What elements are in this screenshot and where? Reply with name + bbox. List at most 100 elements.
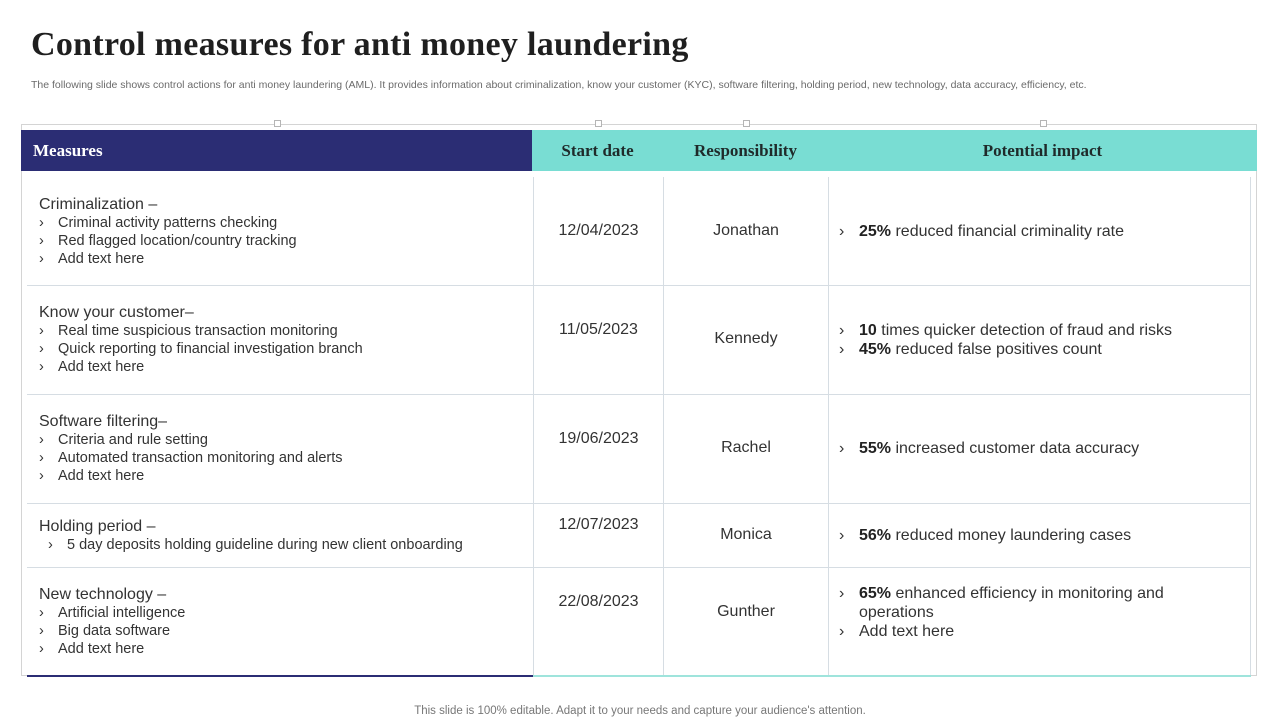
chevron-right-icon: › <box>839 440 845 457</box>
chevron-right-icon: › <box>39 323 44 339</box>
table-body: Criminalization – › Criminal activity patt… <box>27 177 1251 676</box>
measure-cell: Criminalization – › Criminal activity patt… <box>27 177 533 285</box>
chevron-right-icon: › <box>39 359 44 375</box>
list-item: › 25% reduced financial criminality rate <box>839 222 1189 241</box>
row-divider <box>27 394 1251 395</box>
resize-handle[interactable] <box>595 120 602 127</box>
measure-cell: New technology – › Artificial intelligence… <box>27 567 533 676</box>
measure-title: Know your customer– <box>39 304 194 321</box>
impact-list: › 65% enhanced efficiency in monitoring a… <box>839 584 1250 641</box>
impact-text: reduced money laundering cases <box>891 527 1132 544</box>
measure-points: › 5 day deposits holding guideline during… <box>39 536 533 554</box>
impact-text: reduced financial criminality rate <box>891 223 1125 240</box>
chevron-right-icon: › <box>39 233 44 249</box>
resize-handle[interactable] <box>743 120 750 127</box>
measure-title: Software filtering– <box>39 413 168 430</box>
row-divider <box>27 503 1251 504</box>
chevron-right-icon: › <box>39 432 44 448</box>
chevron-right-icon: › <box>39 468 44 484</box>
list-item: › Red flagged location/country tracking <box>39 232 533 250</box>
chevron-right-icon: › <box>48 537 53 553</box>
impact-cell: › 65% enhanced efficiency in monitoring a… <box>828 567 1251 676</box>
responsible-person: Kennedy <box>714 330 778 347</box>
impact-text: increased customer data accuracy <box>891 440 1140 457</box>
chevron-right-icon: › <box>839 223 845 240</box>
row-divider <box>27 567 1251 568</box>
table-bottom-rule <box>27 675 533 677</box>
responsibility-cell: Kennedy <box>663 285 828 394</box>
chevron-right-icon: › <box>839 341 845 358</box>
impact-list: › 10 times quicker detection of fraud and… <box>839 321 1250 359</box>
impact-cell: › 25% reduced financial criminality rate <box>828 177 1251 285</box>
start-date-cell: 12/07/2023 <box>533 503 663 567</box>
table-bottom-rule <box>533 675 1251 677</box>
header-measures: Measures <box>21 130 532 171</box>
point-text: Real time suspicious transaction monitor… <box>58 323 338 339</box>
header-start-date: Start date <box>532 130 663 171</box>
impact-cell: › 56% reduced money laundering cases <box>828 503 1251 567</box>
chevron-right-icon: › <box>39 215 44 231</box>
chevron-right-icon: › <box>39 251 44 267</box>
list-item: › Big data software <box>39 622 533 640</box>
table-row: Criminalization – › Criminal activity patt… <box>27 177 1251 285</box>
chevron-right-icon: › <box>839 585 845 602</box>
impact-text: Add text here <box>859 623 955 640</box>
list-item: › 5 day deposits holding guideline during… <box>39 536 533 554</box>
list-item: › Add text here <box>39 358 533 376</box>
responsibility-cell: Gunther <box>663 567 828 676</box>
start-date: 11/05/2023 <box>559 321 638 338</box>
point-text: Add text here <box>58 641 145 657</box>
header-responsibility: Responsibility <box>663 130 828 171</box>
responsibility-cell: Rachel <box>663 394 828 503</box>
measure-cell: Software filtering– › Criteria and rule se… <box>27 394 533 503</box>
impact-list: › 56% reduced money laundering cases <box>839 526 1250 545</box>
impact-cell: › 10 times quicker detection of fraud and… <box>828 285 1251 394</box>
start-date-cell: 19/06/2023 <box>533 394 663 503</box>
start-date: 12/07/2023 <box>558 516 639 533</box>
impact-text: reduced false positives count <box>891 341 1102 358</box>
page-subtitle: The following slide shows control action… <box>31 79 1087 91</box>
list-item: › Add text here <box>39 250 533 268</box>
impact-value: 10 <box>859 322 877 339</box>
impact-list: › 55% increased customer data accuracy <box>839 439 1250 458</box>
chevron-right-icon: › <box>39 341 44 357</box>
responsible-person: Monica <box>720 526 772 543</box>
point-text: Criminal activity patterns checking <box>58 215 278 231</box>
measure-points: › Criteria and rule setting › Automated tra… <box>39 431 533 485</box>
list-item: › 56% reduced money laundering cases <box>839 526 1189 545</box>
responsible-person: Gunther <box>717 603 775 620</box>
measure-title: Holding period – <box>39 518 156 535</box>
start-date-cell: 12/04/2023 <box>533 177 663 285</box>
chevron-right-icon: › <box>39 623 44 639</box>
chevron-right-icon: › <box>39 641 44 657</box>
table-row: Holding period – › 5 day deposits holding … <box>27 503 1251 567</box>
chevron-right-icon: › <box>839 623 845 640</box>
resize-handle[interactable] <box>1040 120 1047 127</box>
impact-value: 55% <box>859 440 892 457</box>
point-text: Quick reporting to financial investigati… <box>58 341 363 357</box>
header-potential-impact: Potential impact <box>828 130 1257 171</box>
impact-value: 45% <box>859 341 892 358</box>
list-item: › Add text here <box>39 640 533 658</box>
list-item: › Add text here <box>39 467 533 485</box>
list-item: › Add text here <box>839 622 1189 641</box>
chevron-right-icon: › <box>839 527 845 544</box>
point-text: Big data software <box>58 623 171 639</box>
list-item: › 45% reduced false positives count <box>839 340 1189 359</box>
responsibility-cell: Monica <box>663 503 828 567</box>
footer-note: This slide is 100% editable. Adapt it to… <box>414 705 866 717</box>
table-row: New technology – › Artificial intelligence… <box>27 567 1251 676</box>
chevron-right-icon: › <box>39 605 44 621</box>
list-item: › Real time suspicious transaction monito… <box>39 322 533 340</box>
start-date: 12/04/2023 <box>558 222 639 239</box>
table-header: Measures Start date Responsibility Poten… <box>21 130 1257 171</box>
resize-handle[interactable] <box>274 120 281 127</box>
list-item: › 55% increased customer data accuracy <box>839 439 1189 458</box>
responsibility-cell: Jonathan <box>663 177 828 285</box>
chevron-right-icon: › <box>39 450 44 466</box>
row-divider <box>27 285 1251 286</box>
table-row: Know your customer– › Real time suspicious… <box>27 285 1251 394</box>
start-date: 19/06/2023 <box>558 430 639 447</box>
point-text: Automated transaction monitoring and ale… <box>58 450 343 466</box>
measure-points: › Artificial intelligence › Big data softwa… <box>39 604 533 658</box>
